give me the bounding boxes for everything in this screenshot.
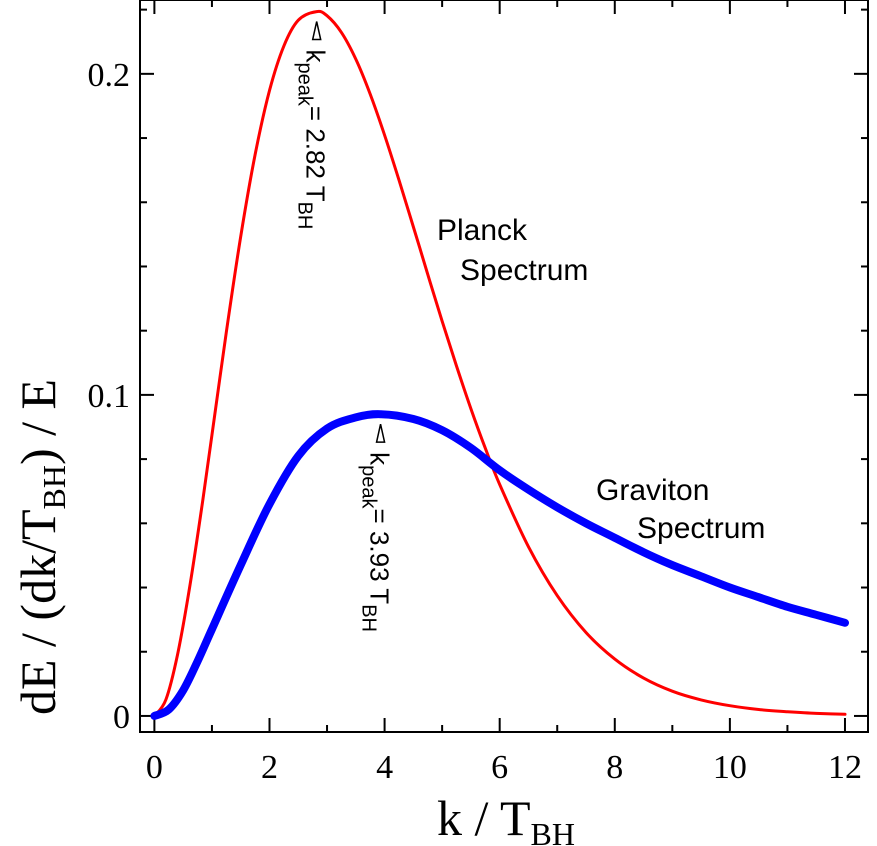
planck-label-line1: Planck <box>437 214 528 247</box>
peak-label-1: kpeak= 3.93 TBH <box>358 452 395 632</box>
graviton-label-line1: Graviton <box>596 474 709 507</box>
peak-label-sub: peak <box>294 63 316 107</box>
x-axis-title: k / TBH <box>437 790 575 846</box>
peak-label-0: kpeak= 2.82 TBH <box>294 50 331 230</box>
x-tick-label: 8 <box>606 749 623 786</box>
x-axis-title-sub: BH <box>531 816 575 846</box>
peak-label-sub2: BH <box>294 202 316 230</box>
series-lines <box>150 9 849 720</box>
y-tick-label: 0 <box>113 699 130 736</box>
series-line-0 <box>152 9 847 718</box>
plot-frame <box>139 0 869 733</box>
axis-ticks <box>140 0 868 732</box>
series-line-1 <box>150 410 849 720</box>
x-tick-label: 6 <box>491 749 508 786</box>
y-tick-label: 0.2 <box>88 57 131 94</box>
axis-tick-labels: 0 2 4 6 8 10 12 0 0.1 0.2 <box>88 57 862 786</box>
y-axis-title-main: dE / (dk/T <box>10 509 66 715</box>
peak-label-sub: peak <box>358 465 380 509</box>
graviton-label-line2: Spectrum <box>637 512 765 545</box>
peak-label-k: k <box>365 452 395 466</box>
x-tick-label: 2 <box>261 749 278 786</box>
planck-label-line2: Spectrum <box>460 254 588 287</box>
peak-label-sub2: BH <box>358 604 380 632</box>
peak-label-value: = 3.93 T <box>365 509 395 605</box>
x-tick-label: 10 <box>713 749 747 786</box>
peak-label-k: k <box>301 50 331 64</box>
y-axis-title-sub: BH <box>36 465 72 509</box>
x-tick-label: 4 <box>376 749 393 786</box>
y-axis-title: dE / (dk/TBH) / E <box>10 379 72 715</box>
y-tick-label: 0.1 <box>88 378 131 415</box>
y-axis-title-end: ) / E <box>10 379 66 465</box>
peak-arrow-1 <box>375 423 386 443</box>
peak-label-value: = 2.82 T <box>301 106 331 202</box>
x-axis-title-main: k / T <box>437 790 531 846</box>
x-tick-label: 0 <box>146 749 163 786</box>
x-tick-label: 12 <box>828 749 862 786</box>
peak-arrow-0 <box>311 21 322 41</box>
